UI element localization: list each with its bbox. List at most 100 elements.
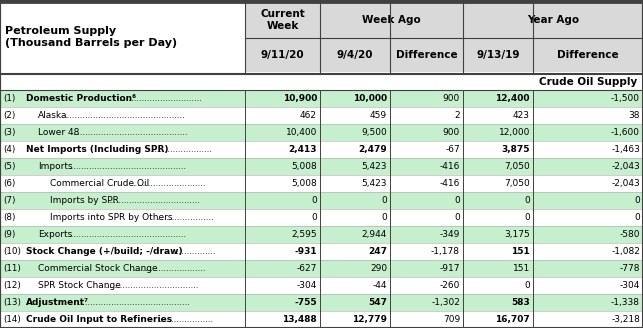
- Text: 0: 0: [524, 213, 530, 222]
- Text: .....................: .....................: [159, 315, 213, 324]
- Bar: [320, 38, 390, 72]
- Text: 5,008: 5,008: [291, 179, 317, 188]
- Text: 0: 0: [381, 213, 387, 222]
- Text: 709: 709: [443, 315, 460, 324]
- Text: -1,600: -1,600: [611, 128, 640, 137]
- Bar: [0, 311, 643, 328]
- Text: 2: 2: [455, 111, 460, 120]
- Text: Adjustment⁷: Adjustment⁷: [26, 298, 89, 307]
- Text: 151: 151: [511, 247, 530, 256]
- Text: -1,082: -1,082: [611, 247, 640, 256]
- Text: ...................................: ...................................: [108, 196, 200, 205]
- Text: 12,400: 12,400: [496, 94, 530, 103]
- Text: 459: 459: [370, 111, 387, 120]
- Text: 290: 290: [370, 264, 387, 273]
- Text: 3,875: 3,875: [502, 145, 530, 154]
- Text: Year Ago: Year Ago: [527, 15, 579, 25]
- Text: 0: 0: [311, 196, 317, 205]
- Bar: [0, 2, 245, 74]
- Text: -67: -67: [445, 145, 460, 154]
- Bar: [390, 38, 463, 72]
- Bar: [0, 192, 643, 209]
- Text: (7): (7): [3, 196, 15, 205]
- Text: ............................................: ........................................…: [72, 128, 188, 137]
- Text: 583: 583: [511, 298, 530, 307]
- Text: Current
Week: Current Week: [260, 9, 305, 31]
- Text: 5,423: 5,423: [361, 162, 387, 171]
- Text: 2,944: 2,944: [361, 230, 387, 239]
- Text: ...........................................: ........................................…: [78, 298, 190, 307]
- Text: ..............................................: ........................................…: [64, 111, 185, 120]
- Text: ............................: ............................: [132, 264, 206, 273]
- Text: -416: -416: [440, 162, 460, 171]
- Text: 9/4/20: 9/4/20: [337, 50, 373, 60]
- Text: 900: 900: [443, 128, 460, 137]
- Text: -3,218: -3,218: [611, 315, 640, 324]
- Bar: [0, 90, 643, 107]
- Text: -44: -44: [372, 281, 387, 290]
- Text: 0: 0: [381, 196, 387, 205]
- Bar: [463, 2, 643, 38]
- Text: Difference: Difference: [557, 50, 619, 60]
- Bar: [533, 38, 643, 72]
- Bar: [245, 2, 320, 38]
- Text: 2,595: 2,595: [291, 230, 317, 239]
- Text: ............................: ............................: [132, 179, 206, 188]
- Text: -1,302: -1,302: [431, 298, 460, 307]
- Text: Crude Oil Input to Refineries: Crude Oil Input to Refineries: [26, 315, 172, 324]
- Text: Exports: Exports: [38, 230, 72, 239]
- Text: Difference: Difference: [395, 50, 457, 60]
- Text: 10,900: 10,900: [283, 94, 317, 103]
- Text: 10,400: 10,400: [285, 128, 317, 137]
- Text: (11): (11): [3, 264, 21, 273]
- Text: (10): (10): [3, 247, 21, 256]
- Bar: [245, 38, 320, 72]
- Text: Petroleum Supply
(Thousand Barrels per Day): Petroleum Supply (Thousand Barrels per D…: [5, 26, 177, 48]
- Text: ....................: ....................: [163, 247, 215, 256]
- Text: 10,000: 10,000: [353, 94, 387, 103]
- Text: Domestic Production⁶: Domestic Production⁶: [26, 94, 136, 103]
- Text: (14): (14): [3, 315, 21, 324]
- Bar: [0, 243, 643, 260]
- Bar: [0, 141, 643, 158]
- Text: -1,338: -1,338: [611, 298, 640, 307]
- Bar: [0, 209, 643, 226]
- Text: Imports into SPR by Others: Imports into SPR by Others: [50, 213, 172, 222]
- Text: -778: -778: [619, 264, 640, 273]
- Text: ................................: ................................: [118, 94, 202, 103]
- Bar: [0, 226, 643, 243]
- Text: 9/11/20: 9/11/20: [260, 50, 304, 60]
- Text: -260: -260: [440, 281, 460, 290]
- Text: 13,488: 13,488: [282, 315, 317, 324]
- Text: (6): (6): [3, 179, 15, 188]
- Text: (12): (12): [3, 281, 21, 290]
- Bar: [463, 38, 533, 72]
- Text: Lower 48: Lower 48: [38, 128, 79, 137]
- Bar: [0, 107, 643, 124]
- Bar: [0, 294, 643, 311]
- Text: (2): (2): [3, 111, 15, 120]
- Bar: [320, 2, 463, 38]
- Text: Commercial Stock Change: Commercial Stock Change: [38, 264, 158, 273]
- Text: 0: 0: [524, 281, 530, 290]
- Text: -2,043: -2,043: [611, 179, 640, 188]
- Text: 0: 0: [454, 213, 460, 222]
- Text: Imports by SPR: Imports by SPR: [50, 196, 119, 205]
- Text: 0: 0: [634, 213, 640, 222]
- Text: (5): (5): [3, 162, 15, 171]
- Text: (13): (13): [3, 298, 21, 307]
- Text: 247: 247: [368, 247, 387, 256]
- Text: (8): (8): [3, 213, 15, 222]
- Text: -1,463: -1,463: [611, 145, 640, 154]
- Text: 2,479: 2,479: [358, 145, 387, 154]
- Text: -416: -416: [440, 179, 460, 188]
- Text: -1,500: -1,500: [611, 94, 640, 103]
- Text: 5,008: 5,008: [291, 162, 317, 171]
- Text: 7,050: 7,050: [504, 162, 530, 171]
- Text: -755: -755: [294, 298, 317, 307]
- Text: 12,779: 12,779: [352, 315, 387, 324]
- Text: -917: -917: [440, 264, 460, 273]
- Text: (1): (1): [3, 94, 15, 103]
- Bar: [0, 158, 643, 175]
- Bar: [0, 260, 643, 277]
